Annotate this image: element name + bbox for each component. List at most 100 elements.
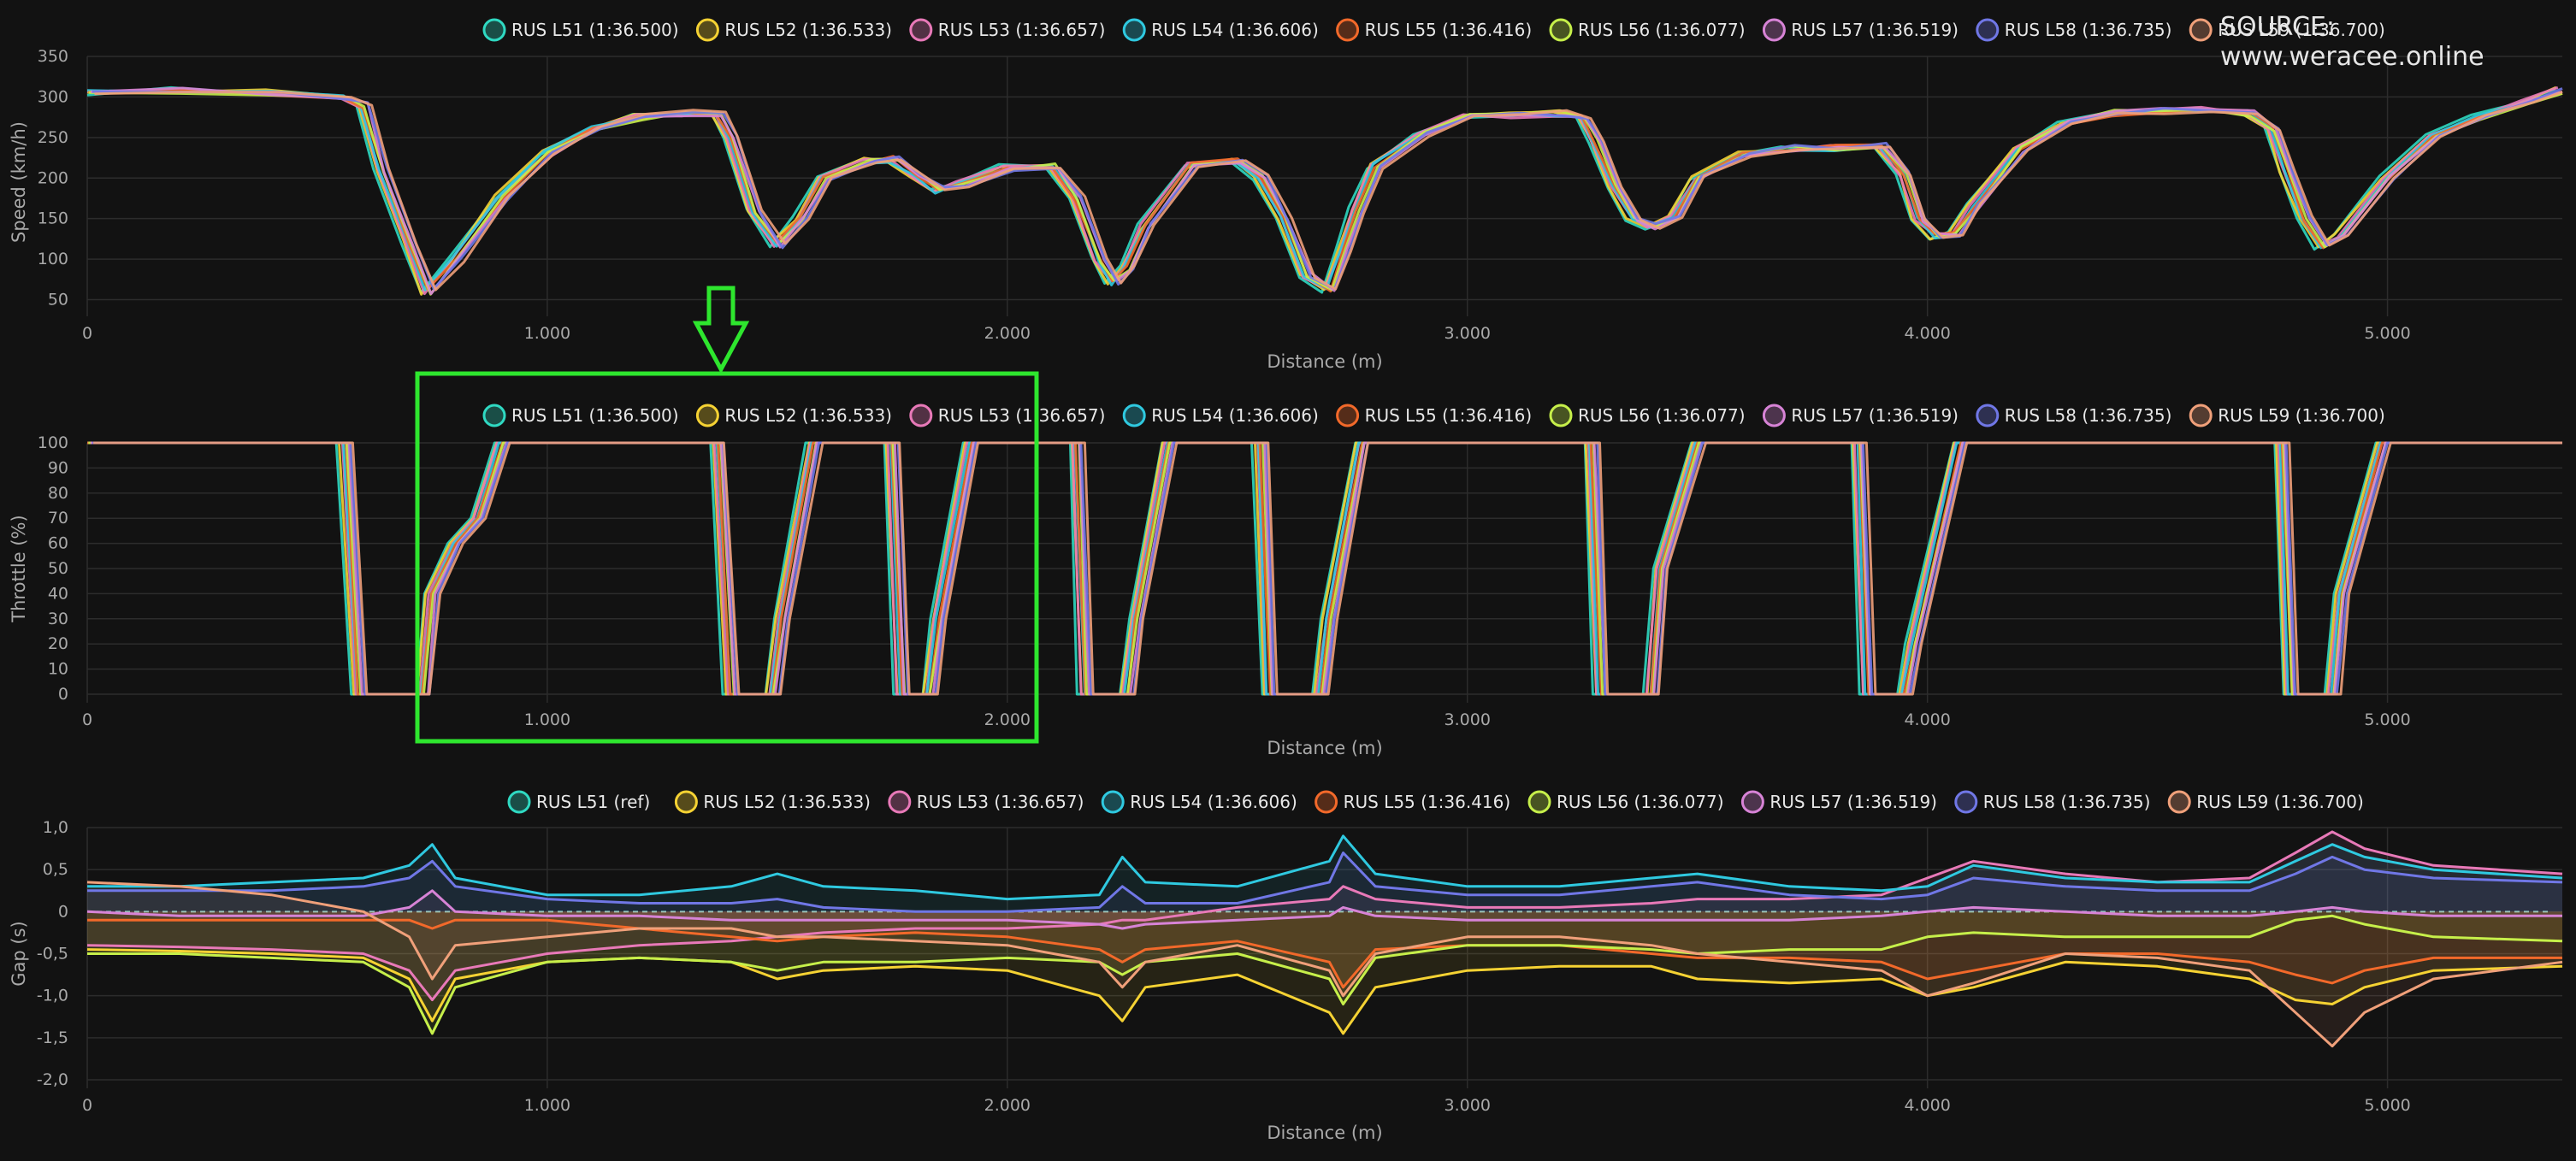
- y-tick-label: 50: [48, 291, 68, 309]
- x-tick-label: 0: [82, 1096, 92, 1115]
- legend-label: RUS L55 (1:36.416): [1344, 792, 1511, 812]
- lap-trace: [93, 441, 2562, 696]
- x-tick-label: 1.000: [524, 710, 570, 729]
- gap-line: [86, 948, 2563, 1035]
- legend-swatch: [1101, 790, 1125, 814]
- legend-swatch: [507, 790, 531, 814]
- gap-line: [87, 918, 2562, 989]
- y-tick-label: 90: [48, 458, 68, 477]
- x-tick-label: 1.000: [524, 1096, 570, 1115]
- y-tick-label: -0,5: [37, 945, 68, 964]
- legend-swatch: [1122, 404, 1146, 427]
- legend-swatch: [1549, 18, 1573, 42]
- legend-swatch: [482, 18, 506, 42]
- legend-swatch: [888, 790, 912, 814]
- x-tick-label: 2.000: [984, 1096, 1031, 1115]
- y-tick-label: 20: [48, 634, 68, 653]
- legend-label: RUS L56 (1:36.077): [1557, 792, 1724, 812]
- x-tick-label: 2.000: [984, 324, 1031, 343]
- y-axis-label: Gap (s): [9, 921, 29, 986]
- x-tick-label: 5.000: [2364, 324, 2410, 343]
- gap-line: [86, 881, 2563, 1048]
- source-label: SOURCE: www.weracee.online: [2220, 12, 2484, 72]
- legend-swatch: [1336, 404, 1360, 427]
- x-tick-label: 0: [82, 324, 92, 343]
- y-tick-label: 300: [38, 87, 68, 106]
- highlight-box: [415, 371, 1039, 744]
- legend-label: RUS L59 (1:36.700): [2218, 405, 2385, 426]
- y-tick-label: 0: [58, 902, 68, 921]
- gap-line: [87, 834, 2563, 901]
- x-tick-label: 4.000: [1904, 710, 1950, 729]
- legend-label: RUS L55 (1:36.416): [1365, 405, 1533, 426]
- legend-label: RUS L53 (1:36.657): [938, 20, 1106, 40]
- y-tick-label: 60: [48, 534, 68, 553]
- x-tick-label: 3.000: [1445, 324, 1491, 343]
- y-tick-label: -2,0: [37, 1070, 68, 1089]
- down-arrow: [692, 286, 750, 374]
- legend-label: RUS L58 (1:36.735): [2005, 405, 2172, 426]
- y-tick-label: 80: [48, 484, 68, 503]
- y-tick-label: -1,5: [37, 1028, 68, 1047]
- legend-label: RUS L52 (1:36.533): [724, 20, 892, 40]
- legend-label: RUS L59 (1:36.700): [2218, 20, 2385, 40]
- legend-swatch: [1315, 790, 1338, 814]
- lap-trace: [94, 91, 2563, 292]
- y-tick-label: 0,5: [43, 860, 68, 879]
- legend-swatch: [674, 790, 698, 814]
- legend-label: RUS L58 (1:36.735): [1983, 792, 2151, 812]
- legend-label: RUS L58 (1:36.735): [2005, 20, 2172, 40]
- legend-label: RUS L59 (1:36.700): [2196, 792, 2364, 812]
- legend-label: RUS L51 (1:36.500): [511, 20, 679, 40]
- legend-label: RUS L54 (1:36.606): [1151, 20, 1319, 40]
- legend-label: RUS L54 (1:36.606): [1151, 405, 1319, 426]
- gap-area: [87, 831, 2562, 1000]
- legend-label: RUS L57 (1:36.519): [1770, 792, 1937, 812]
- x-tick-label: 4.000: [1904, 324, 1950, 343]
- x-tick-label: 4.000: [1904, 1096, 1950, 1115]
- x-tick-label: 5.000: [2364, 710, 2410, 729]
- legend-label: RUS L54 (1:36.606): [1130, 792, 1297, 812]
- legend-swatch: [1549, 404, 1573, 427]
- y-tick-label: 100: [38, 433, 68, 452]
- legend-swatch: [1976, 404, 2000, 427]
- legend-swatch: [909, 404, 933, 427]
- legend-swatch: [1976, 18, 2000, 42]
- legend-label: RUS L56 (1:36.077): [1578, 20, 1746, 40]
- x-tick-label: 3.000: [1445, 710, 1491, 729]
- gap-area: [87, 852, 2562, 912]
- y-tick-label: 250: [38, 128, 68, 147]
- x-tick-label: 5.000: [2364, 1096, 2410, 1115]
- gap-area: [87, 835, 2562, 912]
- legend-label: RUS L51 (1:36.500): [511, 405, 679, 426]
- legend-label: RUS L56 (1:36.077): [1578, 405, 1746, 426]
- legend-swatch: [2167, 790, 2191, 814]
- y-axis-label: Throttle (%): [9, 515, 29, 622]
- lap-trace: [91, 86, 2563, 296]
- gap-line: [87, 914, 2563, 1035]
- x-tick-label: 0: [82, 710, 92, 729]
- gap-line: [86, 889, 2562, 930]
- legend-swatch: [1762, 404, 1786, 427]
- y-tick-label: 0: [58, 685, 68, 704]
- legend-swatch: [2189, 404, 2213, 427]
- legend-swatch: [695, 18, 719, 42]
- legend-label: RUS L52 (1:36.533): [703, 792, 871, 812]
- x-tick-label: 1.000: [524, 324, 570, 343]
- legend-swatch: [1527, 790, 1551, 814]
- legend-label: RUS L52 (1:36.533): [724, 405, 892, 426]
- legend-swatch: [695, 404, 719, 427]
- x-axis-label: Distance (m): [1267, 738, 1382, 758]
- legend-label: RUS L57 (1:36.519): [1791, 20, 1959, 40]
- legend-label: RUS L51 (ref): [536, 792, 650, 812]
- legend-swatch: [1336, 18, 1360, 42]
- x-axis-label: Distance (m): [1267, 1123, 1382, 1143]
- legend-label: RUS L53 (1:36.657): [938, 405, 1106, 426]
- legend-label: RUS L53 (1:36.657): [917, 792, 1084, 812]
- lap-trace: [88, 91, 2563, 296]
- legend-swatch: [1122, 18, 1146, 42]
- legend-swatch: [1740, 790, 1764, 814]
- y-tick-label: 40: [48, 584, 68, 603]
- legend-swatch: [1762, 18, 1786, 42]
